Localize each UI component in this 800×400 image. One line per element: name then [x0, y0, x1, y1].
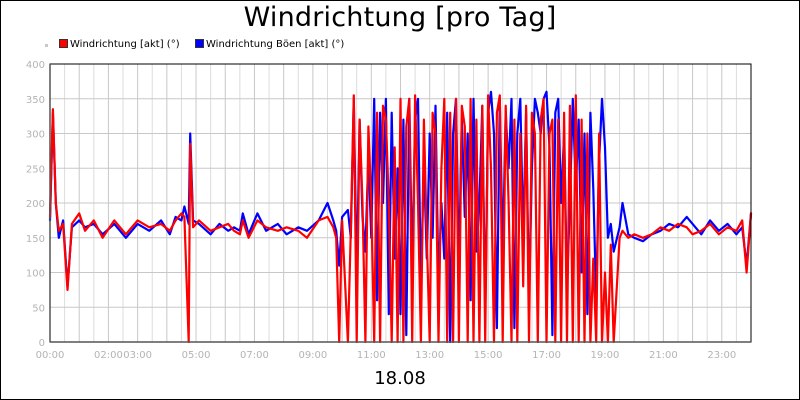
- y-tick-label: 400: [26, 60, 45, 71]
- x-tick-label: 05:00: [182, 350, 211, 361]
- x-tick-label: 17:00: [532, 350, 561, 361]
- y-tick-label: 150: [26, 234, 45, 245]
- x-tick-label: 07:00: [240, 350, 269, 361]
- y-tick-label: 300: [26, 130, 45, 141]
- legend-item-gust-direction: Windrichtung Böen [akt] (°): [195, 39, 344, 51]
- x-tick-label: 21:00: [649, 350, 678, 361]
- x-tick-label: 19:00: [591, 350, 620, 361]
- x-tick-label: 03:00: [123, 350, 152, 361]
- x-tick-label: 11:00: [357, 350, 386, 361]
- y-tick-label: 100: [26, 269, 45, 280]
- x-tick-label: 00:00: [36, 350, 65, 361]
- legend-label-gust-direction: Windrichtung Böen [akt] (°): [206, 39, 345, 50]
- y-tick-label: 350: [26, 95, 45, 106]
- x-tick-label: 02:00: [94, 350, 123, 361]
- x-tick-label: 23:00: [707, 350, 736, 361]
- legend-marker-dot: [45, 44, 48, 47]
- x-tick-label: 13:00: [415, 350, 444, 361]
- legend-swatch-blue: [195, 39, 204, 48]
- y-tick-label: 250: [26, 164, 45, 175]
- x-tick-label: 09:00: [298, 350, 327, 361]
- chart-title: Windrichtung [pro Tag]: [243, 2, 557, 33]
- legend-item-wind-direction: Windrichtung [akt] (°): [59, 39, 180, 51]
- series-line-wind-direction: [48, 94, 753, 344]
- y-tick-label: 0: [39, 338, 45, 349]
- x-axis-date-label: 18.08: [374, 368, 426, 389]
- y-tick-label: 200: [26, 199, 45, 210]
- x-tick-label: 15:00: [474, 350, 503, 361]
- legend-label-wind-direction: Windrichtung [akt] (°): [70, 39, 180, 50]
- y-tick-label: 50: [32, 303, 45, 314]
- legend-swatch-red: [59, 39, 68, 48]
